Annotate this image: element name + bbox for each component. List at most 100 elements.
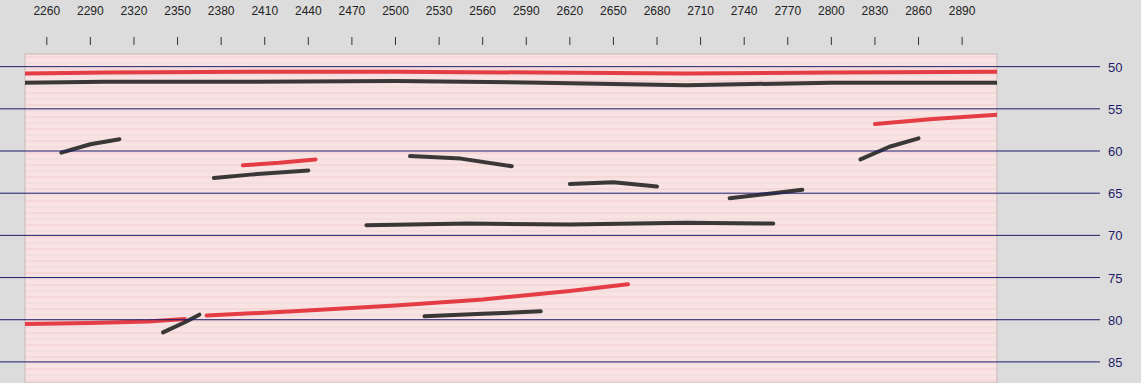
plot-area <box>25 54 997 383</box>
x-tick <box>439 37 440 45</box>
texture-band <box>25 195 997 196</box>
grid-line <box>0 193 1100 194</box>
texture-band <box>25 375 997 376</box>
x-tick-label: 2290 <box>77 4 104 18</box>
x-tick-label: 2680 <box>644 4 671 18</box>
x-tick-label: 2830 <box>862 4 889 18</box>
y-tick-label: 65 <box>1108 186 1122 201</box>
texture-band <box>25 123 997 124</box>
texture-band <box>25 141 997 142</box>
texture-band <box>25 177 997 178</box>
x-tick-label: 2770 <box>774 4 801 18</box>
texture-band <box>25 129 997 130</box>
x-tick-label: 2620 <box>556 4 583 18</box>
texture-band <box>25 249 997 250</box>
x-tick-label: 2380 <box>208 4 235 18</box>
texture-band <box>25 291 997 292</box>
x-tick <box>264 37 265 45</box>
x-tick <box>918 37 919 45</box>
x-tick <box>613 37 614 45</box>
x-tick-label: 2560 <box>469 4 496 18</box>
texture-band <box>25 285 997 286</box>
y-tick-label: 60 <box>1108 144 1122 159</box>
y-tick-label: 80 <box>1108 313 1122 328</box>
texture-band <box>25 219 997 220</box>
texture-band <box>25 171 997 172</box>
texture-band <box>25 135 997 136</box>
texture-band <box>25 351 997 352</box>
texture-band <box>25 369 997 370</box>
grid-line <box>0 319 1100 320</box>
x-tick <box>308 37 309 45</box>
x-tick-label: 2470 <box>339 4 366 18</box>
grid-line <box>0 66 1100 67</box>
texture-band <box>25 363 997 364</box>
x-tick <box>831 37 832 45</box>
grid-line <box>0 277 1100 278</box>
texture-band <box>25 99 997 100</box>
x-tick <box>133 37 134 45</box>
x-tick <box>787 37 788 45</box>
x-tick <box>962 37 963 45</box>
texture-band <box>25 75 997 76</box>
texture-band <box>25 255 997 256</box>
texture-band <box>25 303 997 304</box>
series-group <box>25 72 997 333</box>
grid-line <box>0 361 1100 362</box>
texture-band <box>25 183 997 184</box>
reflector-line <box>243 159 316 165</box>
texture-band <box>25 87 997 88</box>
y-tick-label: 70 <box>1108 228 1122 243</box>
texture-band <box>25 315 997 316</box>
grid-line <box>0 108 1100 109</box>
texture-band <box>25 333 997 334</box>
texture-band <box>25 381 997 382</box>
reflector-line <box>875 115 997 124</box>
reflector-line <box>730 190 803 198</box>
texture-band <box>25 147 997 148</box>
texture-band <box>25 279 997 280</box>
x-tick <box>657 37 658 45</box>
y-tick-label: 50 <box>1108 60 1122 75</box>
y-tick-label: 55 <box>1108 102 1122 117</box>
x-tick-label: 2590 <box>513 4 540 18</box>
texture-band <box>25 159 997 160</box>
grid-line <box>0 151 1100 152</box>
texture-band <box>25 117 997 118</box>
texture-band <box>25 261 997 262</box>
x-tick-label: 2350 <box>164 4 191 18</box>
texture-band <box>25 93 997 94</box>
x-tick-label: 2530 <box>426 4 453 18</box>
texture-band <box>25 69 997 70</box>
texture-band <box>25 153 997 154</box>
x-tick-label: 2890 <box>949 4 976 18</box>
reflector-line <box>410 156 512 166</box>
x-tick <box>90 37 91 45</box>
texture-band <box>25 237 997 238</box>
y-tick-label: 85 <box>1108 355 1122 370</box>
reflector-line <box>207 284 628 315</box>
x-tick <box>221 37 222 45</box>
x-tick <box>46 37 47 45</box>
texture-band <box>25 207 997 208</box>
x-tick <box>351 37 352 45</box>
texture-band <box>25 201 997 202</box>
texture-band <box>25 231 997 232</box>
chart: 5055606570758085226022902320235023802410… <box>0 0 1141 383</box>
texture-band <box>25 357 997 358</box>
x-tick <box>482 37 483 45</box>
texture-band <box>25 189 997 190</box>
x-tick-label: 2440 <box>295 4 322 18</box>
texture-band <box>25 105 997 106</box>
reflector-line <box>860 138 918 159</box>
texture-band <box>25 345 997 346</box>
texture-band <box>25 309 997 310</box>
reflector-line <box>25 81 997 85</box>
texture <box>25 57 997 381</box>
texture-band <box>25 111 997 112</box>
x-tick-label: 2410 <box>251 4 278 18</box>
x-tick <box>569 37 570 45</box>
x-tick <box>177 37 178 45</box>
texture-band <box>25 267 997 268</box>
x-tick <box>874 37 875 45</box>
